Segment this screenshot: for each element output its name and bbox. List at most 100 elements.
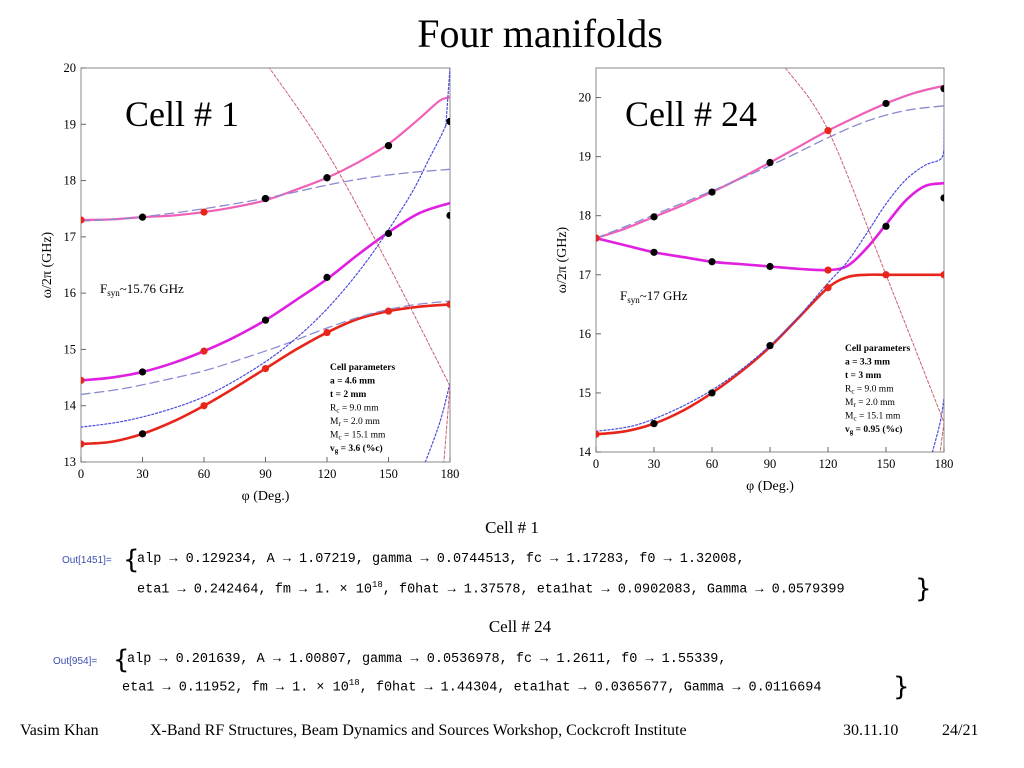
y-tick-label: 19 — [64, 117, 77, 131]
data-point-red — [323, 328, 331, 337]
fsyn-annotation: Fsyn~15.76 GHz — [100, 281, 184, 298]
fsyn-annotation: Fsyn~17 GHz — [620, 288, 688, 305]
x-tick-label: 0 — [593, 457, 599, 471]
data-point-pink — [200, 208, 208, 216]
data-point-black — [323, 273, 331, 281]
caption-cell-1: Cell # 1 — [485, 518, 539, 537]
slide-title: Four manifolds — [417, 11, 663, 56]
data-point-magenta — [824, 266, 832, 274]
y-tick-label: 15 — [579, 386, 592, 400]
data-point-black — [766, 342, 774, 350]
series-line-lightline — [268, 68, 450, 387]
params-line: Mc = 15.1 mm — [330, 431, 386, 442]
series-line-dashed — [81, 300, 450, 396]
x-tick-label: 90 — [764, 457, 777, 471]
data-point-magenta — [200, 347, 208, 355]
data-point-pink — [824, 127, 832, 135]
data-point-black — [446, 211, 450, 220]
x-tick-label: 0 — [78, 467, 84, 481]
data-point-black — [708, 258, 716, 266]
data-point-black — [708, 188, 716, 196]
data-point-red — [81, 440, 85, 448]
data-point-black — [708, 389, 716, 397]
data-point-black — [650, 248, 658, 256]
data-point-pink — [81, 216, 85, 224]
footer-page: 24/21 — [942, 722, 979, 739]
params-line: Mr = 2.0 mm — [845, 398, 896, 409]
data-point-red — [446, 300, 450, 308]
params-line: vg = 0.95 (%c) — [845, 424, 902, 436]
x-tick-label: 60 — [198, 467, 211, 481]
data-point-black — [940, 85, 944, 93]
y-tick-label: 13 — [64, 455, 77, 469]
plot-frame — [595, 67, 945, 453]
x-tick-label: 120 — [318, 467, 337, 481]
params-title: Cell parameters — [330, 363, 395, 373]
data-point-black — [940, 194, 944, 202]
y-tick-label: 20 — [64, 62, 77, 75]
series-line-dotted — [81, 124, 447, 428]
data-point-black — [882, 222, 890, 230]
x-tick-label: 90 — [259, 467, 272, 481]
params-title: Cell parameters — [845, 344, 910, 354]
y-tick-label: 18 — [64, 174, 77, 188]
series-group — [596, 68, 944, 452]
footer-author: Vasim Khan — [20, 722, 99, 739]
data-point-black — [138, 368, 147, 376]
x-tick-label: 180 — [441, 467, 460, 481]
params-line: t = 2 mm — [330, 390, 366, 400]
x-tick-label: 180 — [935, 457, 954, 471]
series-line-lightline — [443, 385, 450, 462]
footer-date: 30.11.10 — [843, 722, 899, 739]
data-point-black — [323, 174, 331, 182]
data-point-red — [824, 284, 832, 292]
output-line-1b: eta1 → 0.242464, fm → 1. × 1018, f0hat →… — [137, 580, 845, 598]
data-point-black — [384, 142, 393, 150]
data-point-black — [650, 213, 658, 221]
data-point-black — [384, 229, 393, 238]
series-group — [81, 68, 450, 462]
y-tick-label: 14 — [64, 399, 77, 413]
x-axis-label: φ (Deg.) — [242, 489, 290, 504]
y-tick-label: 19 — [579, 150, 592, 164]
series-line-lightline — [784, 68, 944, 423]
params-line: Mr = 2.0 mm — [330, 417, 381, 428]
params-line: a = 4.6 mm — [330, 377, 375, 387]
y-tick-label: 18 — [579, 209, 592, 223]
chart-svg: 0 30 60 90 120 150 180 14 15 16 17 18 19 20 φ (Deg.) ω/… — [555, 67, 954, 494]
params-line: a = 3.3 mm — [845, 358, 890, 368]
series-line-magenta — [596, 181, 944, 272]
data-point-black — [446, 117, 450, 126]
open-brace-2: { — [113, 645, 130, 675]
y-tick-label: 17 — [64, 230, 77, 244]
chart-svg: 0 30 60 90 120 150 180 13 14 15 16 17 18 19 20 φ (Deg.)… — [40, 62, 460, 504]
series-line-dotted — [596, 150, 944, 432]
data-point-black — [766, 262, 774, 271]
x-axis-label: φ (Deg.) — [746, 479, 794, 494]
footer-event: X-Band RF Structures, Beam Dynamics and … — [150, 722, 687, 739]
chart-cell-1: 0 30 60 90 120 150 180 13 14 15 16 17 18 19 20 φ (Deg.)… — [40, 62, 460, 517]
data-point-red — [882, 271, 890, 279]
y-tick-label: 20 — [579, 91, 592, 105]
params-line: Mc = 15.1 mm — [845, 412, 901, 423]
data-point-black — [650, 420, 658, 428]
params-line: t = 3 mm — [845, 371, 881, 381]
y-tick-label: 16 — [579, 327, 592, 341]
data-point-black — [261, 194, 270, 203]
x-tick-label: 30 — [136, 467, 149, 481]
y-axis-label: ω/2π (GHz) — [555, 226, 570, 293]
params-line: vg = 3.6 (%c) — [330, 443, 383, 455]
y-tick-label: 15 — [64, 342, 77, 356]
output-label-2: Out[954]= — [53, 656, 98, 667]
output-line-2a: alp → 0.201639, A → 1.00807, gamma → 0.0… — [127, 652, 727, 667]
data-point-black — [138, 430, 147, 438]
panel-title: Cell # 1 — [125, 94, 239, 134]
data-point-black — [766, 158, 774, 167]
caption-cell-24: Cell # 24 — [488, 617, 552, 636]
open-brace-1: { — [123, 545, 140, 575]
y-tick-label: 14 — [579, 445, 592, 459]
output-line-2b: eta1 → 0.11952, fm → 1. × 1018, f0hat → … — [122, 678, 822, 696]
x-tick-label: 150 — [877, 457, 896, 471]
series-line-dotted — [931, 398, 944, 452]
x-tick-label: 60 — [706, 457, 719, 471]
